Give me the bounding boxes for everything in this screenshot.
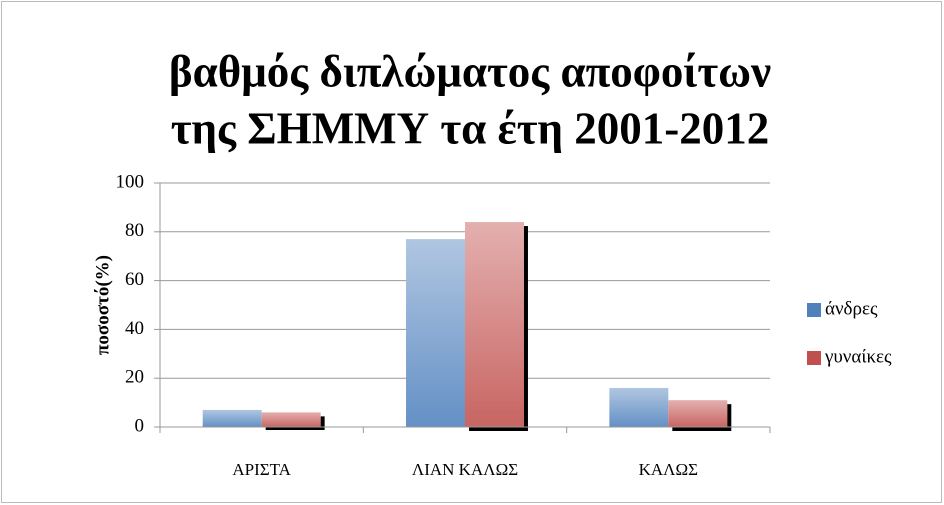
y-tick-label: 100	[116, 171, 145, 192]
bar	[609, 387, 669, 427]
bar	[202, 409, 262, 427]
legend-swatch	[807, 351, 821, 365]
bar	[406, 239, 465, 427]
bar	[668, 400, 728, 427]
x-tick-label: ΚΑΛΩΣ	[639, 460, 699, 479]
chart-title: της ΣΗΜΜΥ τα έτη 2001-2012	[171, 103, 770, 153]
chart-title: βαθμός διπλώματος αποφοίτων	[169, 46, 771, 96]
legend-swatch	[807, 303, 821, 317]
legend-label: άνδρες	[825, 298, 878, 319]
y-tick-label: 80	[125, 220, 144, 241]
y-tick-label: 40	[125, 318, 144, 339]
x-tick-label: ΛΙΑΝ ΚΑΛΩΣ	[412, 460, 518, 479]
x-tick-label: ΑΡΙΣΤΑ	[232, 460, 291, 479]
y-axis-label: ποσοστό(%)	[92, 255, 113, 355]
y-tick-label: 20	[125, 367, 144, 388]
y-tick-label: 60	[125, 269, 144, 290]
y-tick-label: 0	[135, 415, 145, 436]
bar	[261, 412, 321, 427]
legend-label: γυναίκες	[824, 346, 892, 367]
bar	[465, 222, 524, 427]
